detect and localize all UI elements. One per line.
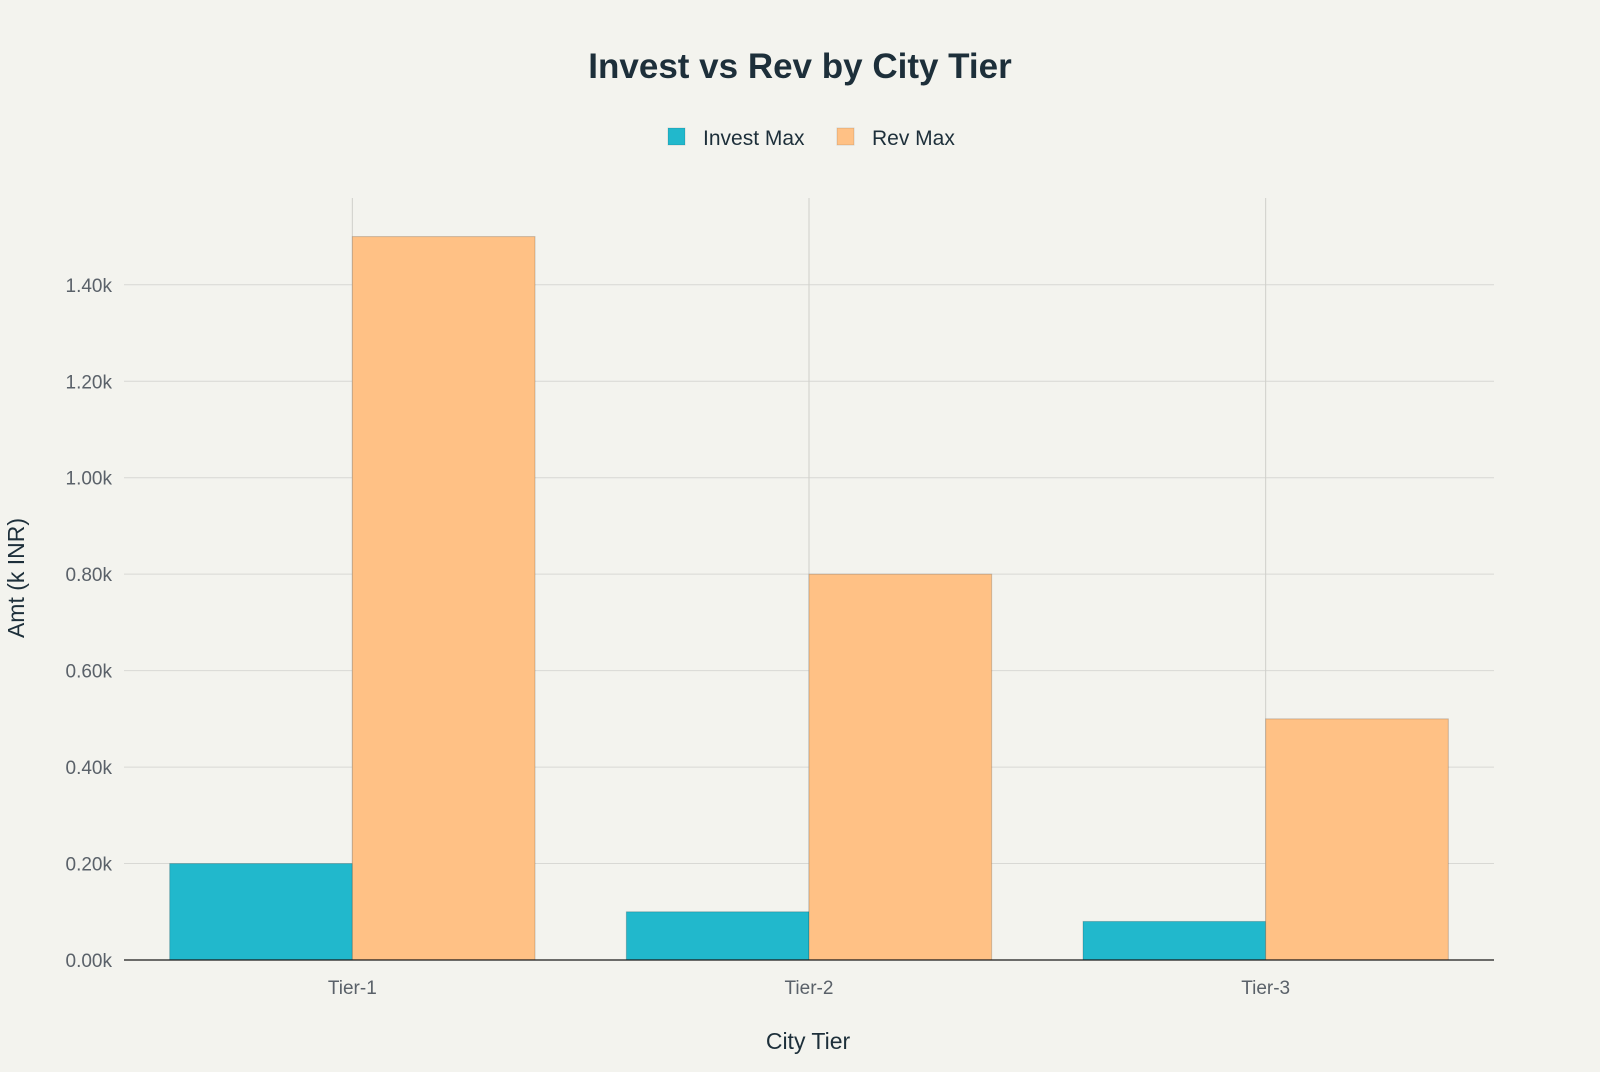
bar-invest-max-tier-1[interactable] <box>169 863 353 961</box>
legend-swatch-rev-max[interactable] <box>836 127 855 146</box>
legend[interactable]: Invest Max Rev Max <box>667 127 955 150</box>
x-tick-label: Tier-2 <box>785 978 834 999</box>
y-tick-label: 0.40k <box>66 758 113 779</box>
bar-rev-max-tier-3[interactable] <box>1265 718 1449 961</box>
y-tick-label: 0.00k <box>66 951 113 972</box>
x-tick-label: Tier-1 <box>328 978 377 999</box>
x-axis-title: City Tier <box>766 1028 851 1054</box>
bars-layer <box>169 236 1449 961</box>
y-tick-label: 0.60k <box>66 662 113 683</box>
y-tick-label: 1.00k <box>66 469 113 490</box>
legend-swatch-invest-max[interactable] <box>667 127 686 146</box>
bar-rev-max-tier-1[interactable] <box>351 236 536 961</box>
bar-invest-max-tier-2[interactable] <box>625 911 810 961</box>
y-tick-label: 0.20k <box>66 855 113 876</box>
axis-layer: 0.00k 0.20k 0.40k 0.60k 0.80k 1.00k 1.20k 1.40k… <box>66 276 1494 999</box>
y-tick-label: 0.80k <box>66 565 113 586</box>
bar-rev-max-tier-2[interactable] <box>808 573 993 961</box>
x-tick-label: Tier-3 <box>1241 978 1290 999</box>
chart-title: Invest vs Rev by City Tier <box>588 47 1012 86</box>
legend-label-invest-max[interactable]: Invest Max <box>703 127 805 150</box>
bar-invest-max-tier-3[interactable] <box>1082 920 1267 961</box>
y-tick-label: 1.40k <box>66 276 113 297</box>
y-tick-label: 1.20k <box>66 372 113 393</box>
legend-label-rev-max[interactable]: Rev Max <box>872 127 955 150</box>
y-axis-title: Amt (k INR) <box>3 518 29 638</box>
